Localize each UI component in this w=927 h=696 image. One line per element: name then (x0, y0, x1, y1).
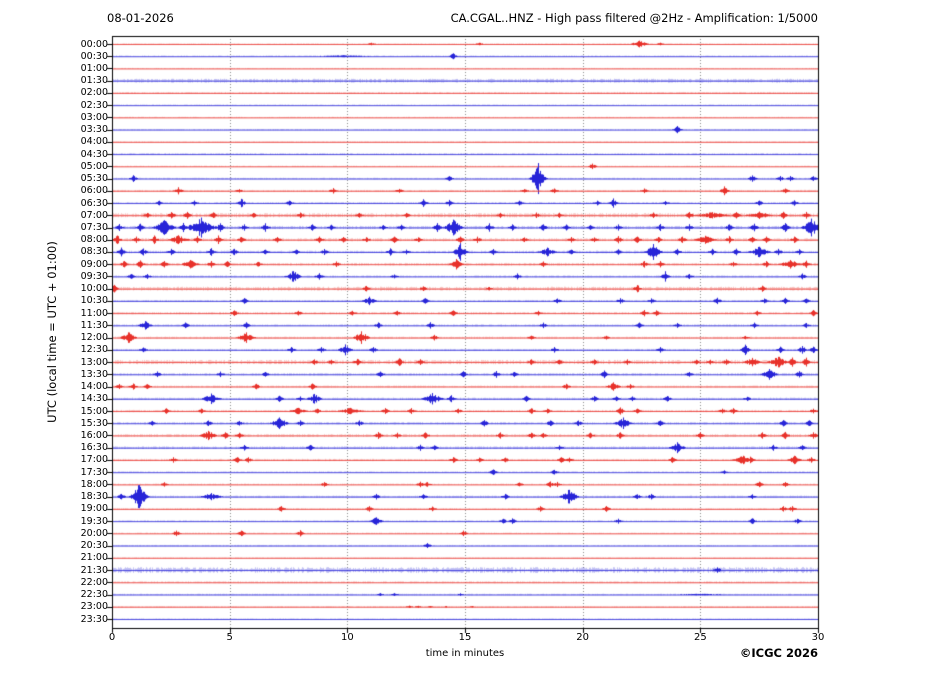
y-tick-label: 16:00 (80, 429, 108, 441)
y-tick-label: 03:30 (80, 124, 108, 136)
y-tick-label: 09:30 (80, 270, 108, 282)
y-tick-label: 06:00 (80, 185, 108, 197)
y-tick-label: 13:30 (80, 368, 108, 380)
y-tick-label: 03:00 (80, 111, 108, 123)
y-tick-label: 19:30 (80, 515, 108, 527)
x-tick-label: 20 (576, 632, 590, 643)
y-tick-label: 05:00 (80, 160, 108, 172)
y-axis-title: UTC (local time = UTC + 01:00) (45, 241, 59, 423)
y-tick-label: 18:30 (80, 491, 108, 503)
x-tick-label: 25 (693, 632, 707, 643)
y-tick-label: 02:00 (80, 87, 108, 99)
y-tick-label: 21:30 (80, 564, 108, 576)
y-tick-label: 01:30 (80, 75, 108, 87)
y-tick-label: 16:30 (80, 442, 108, 454)
y-tick-label: 18:00 (80, 478, 108, 490)
y-tick-label: 00:30 (80, 50, 108, 62)
y-tick-label: 12:00 (80, 332, 108, 344)
y-tick-label: 06:30 (80, 197, 108, 209)
y-tick-label: 22:30 (80, 589, 108, 601)
y-tick-label: 14:00 (80, 381, 108, 393)
header-title: CA.CGAL..HNZ - High pass filtered @2Hz -… (450, 11, 818, 25)
x-tick-label: 30 (811, 632, 825, 643)
y-tick-label: 20:30 (80, 540, 108, 552)
x-tick-label: 0 (108, 632, 116, 643)
y-tick-label: 07:00 (80, 209, 108, 221)
x-tick-label: 15 (458, 632, 472, 643)
y-tick-label: 11:00 (80, 307, 108, 319)
y-tick-label: 15:30 (80, 417, 108, 429)
y-tick-label: 13:00 (80, 356, 108, 368)
y-tick-label: 10:00 (80, 283, 108, 295)
header-date: 08-01-2026 (107, 11, 174, 25)
y-tick-label: 02:30 (80, 99, 108, 111)
y-tick-label: 07:30 (80, 222, 108, 233)
copyright-label: ©ICGC 2026 (739, 646, 818, 660)
y-tick-label: 04:00 (80, 136, 108, 148)
y-tick-label: 15:00 (80, 405, 108, 417)
y-tick-label: 08:30 (80, 246, 108, 258)
y-tick-label: 01:00 (80, 62, 108, 74)
y-tick-label: 09:00 (80, 258, 108, 270)
y-tick-label: 12:30 (80, 344, 108, 356)
y-tick-label: 23:00 (80, 601, 108, 613)
y-tick-label: 21:00 (80, 552, 108, 564)
y-tick-label: 00:00 (80, 38, 108, 50)
y-tick-label: 04:30 (80, 148, 108, 160)
y-tick-label: 17:00 (80, 454, 108, 466)
x-axis-title: time in minutes (425, 648, 505, 659)
x-tick-label: 5 (226, 632, 233, 643)
y-tick-label: 23:30 (80, 613, 108, 625)
y-tick-label: 22:00 (80, 576, 108, 588)
y-tick-label: 05:30 (80, 173, 108, 185)
y-tick-label: 20:00 (80, 527, 108, 539)
y-tick-label: 17:30 (80, 466, 108, 478)
y-tick-label: 19:00 (80, 503, 108, 515)
y-tick-label: 14:30 (80, 393, 108, 405)
y-tick-label: 11:30 (80, 319, 108, 331)
y-tick-label: 08:00 (80, 234, 108, 246)
x-tick-label: 10 (340, 632, 354, 643)
y-tick-label: 10:30 (80, 295, 108, 307)
